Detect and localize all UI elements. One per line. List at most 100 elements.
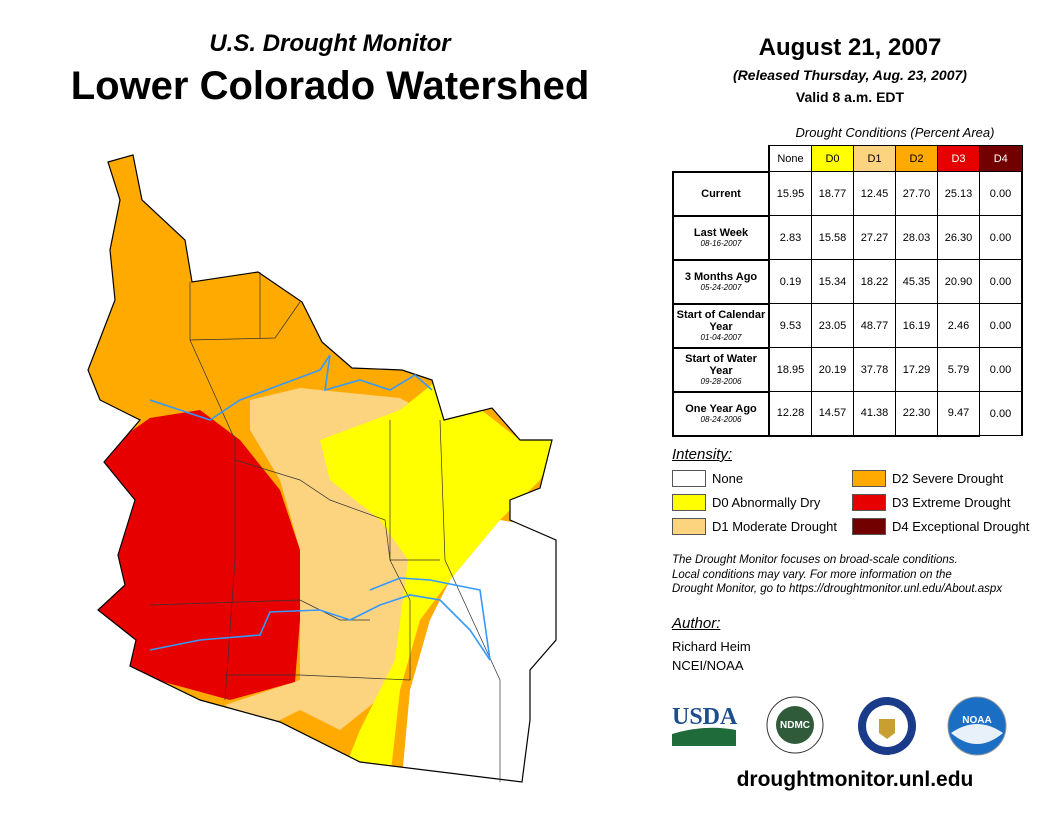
note-line: Local conditions may vary. For more info… (672, 568, 952, 581)
legend-label: D3 Extreme Drought (892, 495, 1011, 510)
ndmc-logo: NDMC (766, 696, 824, 754)
col-d3: D3 (937, 145, 980, 172)
svg-text:NDMC: NDMC (780, 720, 810, 731)
table-caption: Drought Conditions (Percent Area) (795, 125, 995, 140)
row-label-text: Last Week (693, 227, 749, 239)
table-cell: 5.79 (937, 347, 980, 392)
legend-item: D4 Exceptional Drought (852, 518, 1029, 535)
table-cell: 15.95 (768, 171, 812, 216)
row-date: 01-04-2007 (700, 333, 742, 342)
legend-swatch (672, 494, 706, 511)
drought-table: None D0 D1 D2 D3 D4 Current 15.95 18.77 12.… (672, 145, 1023, 437)
table-cell: 0.00 (979, 215, 1023, 260)
legend-swatch (672, 518, 706, 535)
none-region (400, 520, 556, 782)
table-cell: 0.00 (979, 347, 1023, 392)
legend-label: None (712, 471, 744, 486)
legend-item: D2 Severe Drought (852, 470, 1003, 487)
legend-swatch (852, 470, 886, 487)
footer-url[interactable]: droughtmonitor.unl.edu (736, 768, 974, 791)
table-cell: 9.53 (768, 303, 812, 348)
row-date: 08-16-2007 (700, 239, 742, 248)
table-cell: 20.90 (937, 259, 980, 304)
col-d0: D0 (811, 145, 854, 172)
table-cell: 28.03 (895, 215, 938, 260)
table-cell: 37.78 (853, 347, 896, 392)
svg-text:USDA: USDA (672, 704, 738, 730)
row-date: 09-28-2006 (700, 377, 742, 386)
release-date: (Released Thursday, Aug. 23, 2007) (733, 67, 967, 83)
table-row: One Year Ago 08-24-2006 12.28 14.57 41.38 22.… (672, 390, 1023, 437)
row-label: Last Week 08-16-2007 (672, 214, 770, 261)
doc-seal-logo (858, 697, 916, 755)
table-cell: 15.34 (811, 259, 854, 304)
legend-label: D2 Severe Drought (892, 471, 1004, 486)
legend-label: D1 Moderate Drought (712, 519, 838, 534)
row-label-text: Start of Calendar Year (676, 309, 766, 333)
table-row: Start of Water Year 09-28-2006 18.95 20.19 3… (672, 346, 1023, 393)
table-cell: 23.05 (811, 303, 854, 348)
d0-region (320, 378, 556, 780)
legend-item: None (672, 470, 743, 487)
map-date: August 21, 2007 (758, 34, 942, 61)
row-label-text: Current (701, 187, 741, 200)
row-label: Start of Calendar Year 01-04-2007 (672, 302, 770, 349)
table-cell: 41.38 (853, 391, 896, 437)
table-cell: 0.19 (768, 259, 812, 304)
map-title: Lower Colorado Watershed (70, 64, 590, 108)
col-d1: D1 (853, 145, 896, 172)
table-cell: 48.77 (853, 303, 896, 348)
county-lines (149, 272, 501, 782)
row-label: Start of Water Year 09-28-2006 (672, 346, 770, 393)
col-d2: D2 (895, 145, 938, 172)
table-cell: 45.35 (895, 259, 938, 304)
row-label: Current (672, 170, 770, 217)
table-cell: 9.47 (937, 391, 980, 437)
table-row: Current 15.95 18.77 12.45 27.70 25.13 0.00 (672, 170, 1023, 217)
table-cell: 18.95 (768, 347, 812, 392)
table-cell: 18.22 (853, 259, 896, 304)
table-cell: 0.00 (979, 171, 1023, 216)
note-line: The Drought Monitor focuses on broad-sca… (672, 554, 958, 566)
gila-river (149, 577, 491, 661)
svg-text:NOAA: NOAA (962, 715, 991, 726)
author-title: Author: (672, 615, 721, 632)
row-label: 3 Months Ago 05-24-2007 (672, 258, 770, 305)
table-cell: 18.77 (811, 171, 854, 216)
table-cell: 12.45 (853, 171, 896, 216)
table-row: 3 Months Ago 05-24-2007 0.19 15.34 18.22 45.3… (672, 258, 1023, 305)
valid-time: Valid 8 a.m. EDT (795, 89, 905, 105)
legend-swatch (672, 470, 706, 487)
table-cell: 25.13 (937, 171, 980, 216)
table-cell: 2.46 (937, 303, 980, 348)
noaa-logo: NOAA (947, 696, 1007, 756)
table-cell: 27.70 (895, 171, 938, 216)
table-cell: 26.30 (937, 215, 980, 260)
col-d4: D4 (979, 145, 1023, 172)
legend-item: D3 Extreme Drought (852, 494, 1011, 511)
table-cell: 2.83 (768, 215, 812, 260)
table-cell: 17.29 (895, 347, 938, 392)
author-org: NCEI/NOAA (672, 658, 744, 673)
disclaimer: The Drought Monitor focuses on broad-sca… (672, 553, 1002, 597)
legend-swatch (852, 518, 886, 535)
legend-swatch (852, 494, 886, 511)
row-date: 05-24-2007 (700, 283, 742, 292)
row-date: 08-24-2006 (700, 415, 742, 424)
legend-item: D0 Abnormally Dry (672, 494, 820, 511)
river (149, 354, 433, 421)
legend-item: D1 Moderate Drought (672, 518, 837, 535)
author-info: Richard Heim NCEI/NOAA (672, 637, 751, 675)
table-cell: 14.57 (811, 391, 854, 437)
row-label-text: Start of Water Year (685, 353, 757, 377)
table-row: Last Week 08-16-2007 2.83 15.58 27.27 28.03 26… (672, 214, 1023, 261)
note-line: Drought Monitor, go to https://droughtmo… (672, 583, 1003, 595)
row-label-text: One Year Ago (685, 403, 757, 415)
table-cell: 15.58 (811, 215, 854, 260)
table-cell: 27.27 (853, 215, 896, 260)
drought-map (87, 154, 557, 783)
row-label: One Year Ago 08-24-2006 (672, 390, 770, 437)
d3-region (90, 410, 300, 700)
legend-title: Intensity: (672, 446, 733, 463)
legend-label: D0 Abnormally Dry (712, 495, 821, 510)
